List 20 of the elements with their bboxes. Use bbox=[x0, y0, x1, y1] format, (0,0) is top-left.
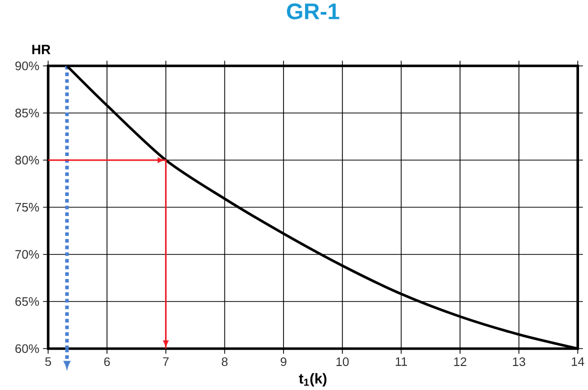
y-tick-label: 60% bbox=[15, 344, 39, 354]
y-tick-label: 80% bbox=[15, 156, 39, 165]
x-tick-label: 6 bbox=[104, 357, 110, 366]
y-tick-label: 65% bbox=[15, 297, 39, 306]
x-tick-label: 14 bbox=[572, 357, 584, 366]
x-tick-label: 5 bbox=[45, 357, 52, 366]
x-tick-label: 10 bbox=[336, 357, 349, 366]
y-axis-title: HR bbox=[32, 44, 50, 54]
x-tick-label: 12 bbox=[454, 357, 466, 366]
chart-title: GR-1 bbox=[286, 3, 340, 20]
x-tick-label: 9 bbox=[280, 357, 286, 366]
y-tick-label: 85% bbox=[15, 108, 39, 118]
x-tick-label: 13 bbox=[512, 357, 526, 366]
y-tick-label: 90% bbox=[15, 62, 39, 70]
x-tick-label: 8 bbox=[222, 357, 228, 366]
y-tick-label: 70% bbox=[15, 250, 39, 259]
x-tick-label: 11 bbox=[396, 357, 407, 366]
x-tick-label: 7 bbox=[163, 357, 169, 366]
x-axis-title: t$_{1}$(k) bbox=[298, 373, 326, 387]
y-tick-label: 75% bbox=[15, 202, 39, 212]
